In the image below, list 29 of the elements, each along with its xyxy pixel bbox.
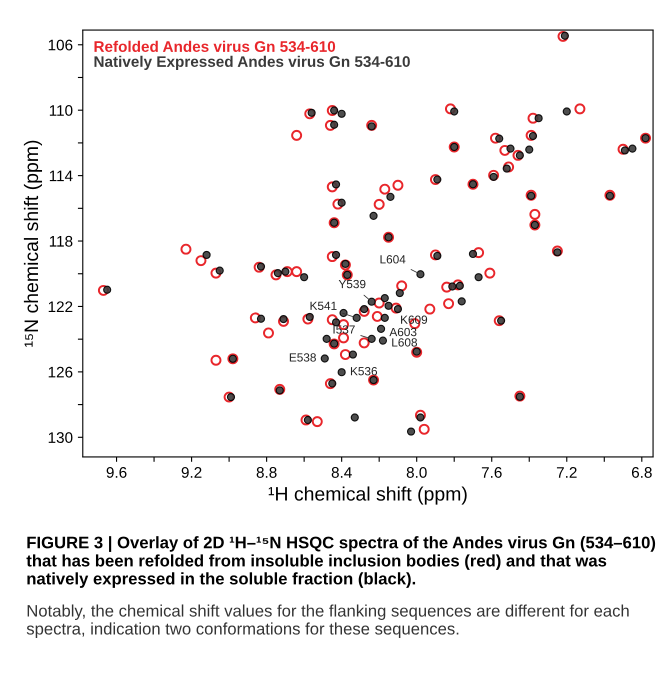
y-tick-label: 114	[50, 170, 73, 182]
x-tick-label: 8.8	[256, 467, 277, 478]
x-tick-label: 9.2	[182, 467, 202, 478]
x-tick-label: 6.8	[632, 467, 652, 478]
x-axis-title: ¹H chemical shift (ppm)	[268, 486, 467, 505]
y-tick-label: 126	[48, 366, 72, 378]
annotation: A603	[389, 328, 416, 336]
text: Natively Expressed Andes virus Gn 534-610	[94, 56, 410, 70]
y-tick-label: 118	[50, 236, 72, 247]
y-tick-label: 106	[48, 40, 72, 50]
annotation: I537	[333, 325, 355, 334]
x-tick-label: 7.2	[556, 467, 577, 478]
annotation: K536	[350, 367, 378, 376]
annotation: L604	[380, 255, 406, 264]
caption: FIGURE 3 | Overlay of 2D ¹H–¹⁵N HSQC spectra of the Andes virus Gn (534–610) that has been refolded from insoluble inclusion bodies (red) and that was natively expressed in the soluble fraction (black).	[26, 536, 656, 588]
y-axis-title: ¹⁵N chemical shift (ppm)	[24, 140, 42, 347]
x-tick-label: 8.4	[332, 467, 352, 478]
y-tick-label: 122	[48, 301, 72, 312]
y-tick-label: 130	[48, 432, 72, 443]
x-tick-label: 9.6	[106, 467, 126, 478]
annotation: E538	[290, 353, 316, 362]
y-tick-label: 110	[50, 105, 72, 116]
x-tick-label: 8.0	[406, 467, 427, 478]
annotation: K541	[310, 302, 337, 310]
x-tick-label: 7.6	[482, 467, 502, 478]
text: Notably, the chemical shift values for the flanking sequences are different for each spectra, indication two conformations for these sequences.	[26, 604, 629, 638]
annotation: L608	[392, 338, 418, 347]
text: Refolded Andes virus Gn 534-610	[94, 40, 336, 52]
annotation: Y539	[338, 280, 366, 288]
